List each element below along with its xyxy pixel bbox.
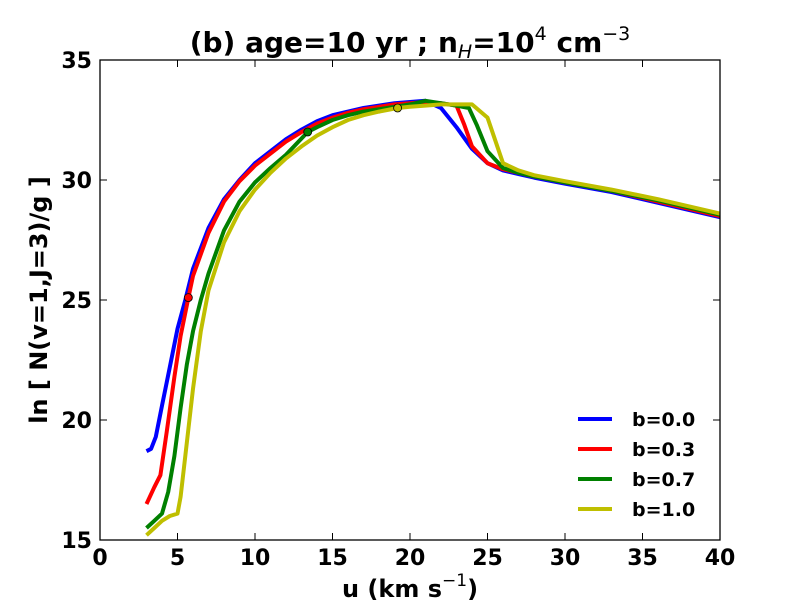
y-tick-label: 30	[61, 169, 92, 194]
x-tick-label: 20	[395, 546, 426, 571]
marker-b=0.7	[303, 127, 313, 137]
axes-ticks: 0 5 10 15 20 25 30 35 40 15 20 25 30 35	[61, 49, 735, 571]
x-tick-label: 5	[170, 546, 185, 571]
x-tick-label: 35	[627, 546, 658, 571]
series-lines	[144, 98, 721, 537]
chart-title: (b) age=10 yr ; nH=104 cm−3	[190, 23, 631, 63]
series-line-b=1.0	[145, 102, 721, 537]
y-tick-label: 15	[61, 529, 92, 554]
marker-b=1.0	[393, 103, 403, 113]
legend-label-b=1.0: b=1.0	[632, 499, 695, 521]
plot-frame	[99, 59, 721, 541]
series-markers	[183, 103, 403, 303]
y-tick-label: 35	[61, 49, 92, 74]
x-tick-label: 25	[472, 546, 503, 571]
x-tick-label: 0	[92, 546, 107, 571]
y-tick-label: 25	[61, 289, 92, 314]
x-tick-label: 30	[550, 546, 581, 571]
y-axis-label: ln [ N(v=1,J=3)/g ]	[25, 176, 53, 424]
marker-b=0.3	[183, 293, 193, 303]
x-tick-label: 40	[705, 546, 736, 571]
legend-label-b=0.3: b=0.3	[632, 439, 695, 461]
legend-label-b=0.0: b=0.0	[632, 409, 695, 431]
x-tick-label: 10	[240, 546, 271, 571]
y-tick-label: 20	[61, 409, 92, 434]
series-line-b=0.7	[145, 98, 721, 530]
legend: b=0.0 b=0.3 b=0.7 b=1.0	[578, 409, 695, 521]
x-tick-label: 15	[317, 546, 348, 571]
legend-label-b=0.7: b=0.7	[632, 469, 695, 491]
x-axis-label: u (km s−1)	[342, 571, 478, 600]
